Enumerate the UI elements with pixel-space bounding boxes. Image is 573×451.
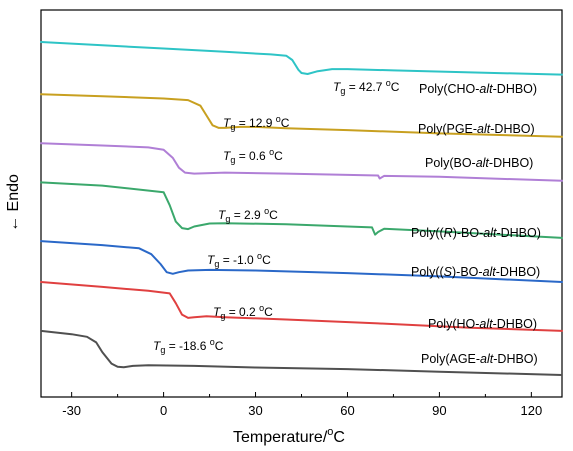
x-tick-label: 30 (248, 403, 262, 418)
series-label-r-bo: Poly((R)-BO-alt-DHBO) (411, 226, 541, 240)
tg-annotation-s-bo: Tg = -1.0 oC (207, 251, 271, 269)
series-label-ho: Poly(HO-alt-DHBO) (428, 317, 537, 331)
tg-annotation-pge: Tg = 12.9 oC (223, 114, 290, 132)
series-line-3 (40, 142, 563, 182)
tg-annotation-age: Tg = -18.6 oC (153, 337, 224, 355)
tg-annotation-bo: Tg = 0.6 oC (223, 147, 283, 165)
series-label-s-bo: Poly((S)-BO-alt-DHBO) (411, 265, 540, 279)
plot-frame (40, 9, 563, 398)
tg-annotation-cho: Tg = 42.7 oC (333, 78, 400, 96)
x-tick-label: 0 (160, 403, 167, 418)
series-line-6 (40, 281, 563, 332)
series-line-4 (40, 181, 563, 239)
series-line-2 (40, 93, 563, 138)
series-label-cho: Poly(CHO-alt-DHBO) (419, 82, 537, 96)
series-layer (40, 41, 563, 376)
x-tick-label: 60 (340, 403, 354, 418)
series-line-1 (40, 41, 563, 76)
series-line-5 (40, 240, 563, 283)
series-label-pge: Poly(PGE-alt-DHBO) (418, 122, 535, 136)
y-axis-title: ← Endo (5, 174, 22, 232)
x-tick-label: 120 (521, 403, 543, 418)
x-tick-label: -30 (62, 403, 81, 418)
series-label-bo: Poly(BO-alt-DHBO) (425, 156, 533, 170)
x-ticks: -30 0 30 60 90 120 (62, 392, 542, 418)
tg-annotation-r-bo: Tg = 2.9 oC (218, 206, 278, 224)
tg-annotation-ho: Tg = 0.2 oC (213, 303, 273, 321)
series-line-7 (40, 329, 563, 376)
x-tick-label: 90 (432, 403, 446, 418)
x-axis-title: Temperature/oC (233, 426, 345, 446)
series-label-age: Poly(AGE-alt-DHBO) (421, 352, 538, 366)
